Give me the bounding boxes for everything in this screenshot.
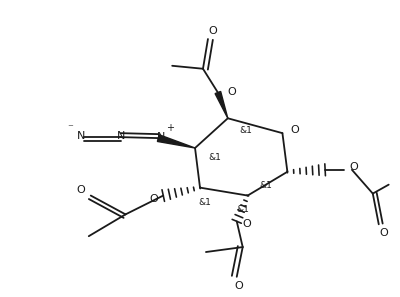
Text: O: O	[149, 194, 158, 203]
Text: &1: &1	[239, 126, 252, 135]
Text: &1: &1	[208, 154, 221, 162]
Text: N: N	[117, 131, 126, 141]
Text: O: O	[228, 86, 236, 97]
Text: +: +	[166, 123, 174, 133]
Text: O: O	[76, 185, 85, 195]
Text: &1: &1	[198, 198, 212, 207]
Text: O: O	[208, 26, 217, 36]
Text: O: O	[242, 219, 251, 229]
Text: N: N	[77, 131, 85, 141]
Text: O: O	[350, 162, 358, 172]
Text: &1: &1	[259, 181, 272, 190]
Polygon shape	[215, 91, 228, 118]
Text: ⁻: ⁻	[67, 123, 73, 133]
Text: N: N	[157, 132, 166, 142]
Text: O: O	[379, 228, 388, 238]
Text: O: O	[290, 125, 299, 135]
Polygon shape	[157, 135, 195, 148]
Text: O: O	[234, 281, 243, 291]
Text: &1: &1	[236, 205, 249, 214]
